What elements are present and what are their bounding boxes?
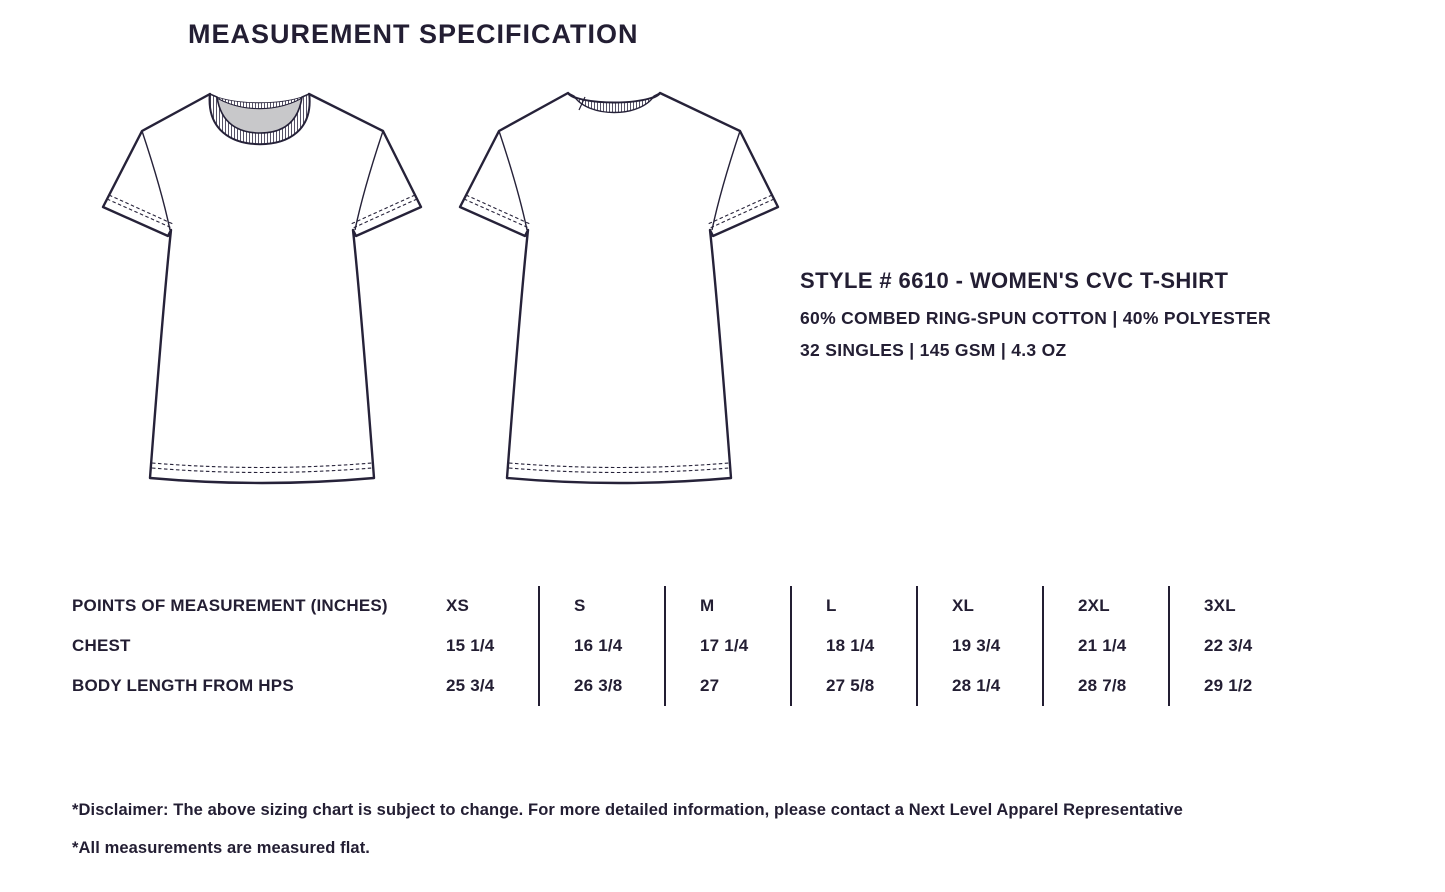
chest-value-m: 17 1/4 (664, 626, 790, 666)
tshirt-back-sketch (458, 91, 780, 485)
size-col-l: L (790, 586, 916, 626)
chest-value-xl: 19 3/4 (916, 626, 1042, 666)
tshirt-front-sketch (101, 92, 423, 485)
chest-value-3xl: 22 3/4 (1168, 626, 1294, 666)
fabric-content-line: 60% COMBED RING-SPUN COTTON | 40% POLYES… (800, 308, 1271, 328)
size-col-s: S (538, 586, 664, 626)
size-chart-header-label: POINTS OF MEASUREMENT (INCHES) (72, 596, 388, 615)
body-length-value-m: 27 (664, 666, 790, 706)
body-length-value-l: 27 5/8 (790, 666, 916, 706)
body-length-value-2xl: 28 7/8 (1042, 666, 1168, 706)
yarn-weight-line: 32 SINGLES | 145 GSM | 4.3 OZ (800, 340, 1067, 360)
size-col-m: M (664, 586, 790, 626)
chest-value-2xl: 21 1/4 (1042, 626, 1168, 666)
chest-value-xs: 15 1/4 (446, 636, 495, 655)
body-length-value-3xl: 29 1/2 (1168, 666, 1294, 706)
size-col-xl: XL (916, 586, 1042, 626)
measured-flat-note: *All measurements are measured flat. (72, 839, 370, 857)
row-label-body-length: BODY LENGTH FROM HPS (72, 676, 294, 695)
chest-value-s: 16 1/4 (538, 626, 664, 666)
body-length-value-s: 26 3/8 (538, 666, 664, 706)
page-title: MEASUREMENT SPECIFICATION (188, 19, 639, 50)
body-length-value-xl: 28 1/4 (916, 666, 1042, 706)
size-col-xs: XS (446, 596, 470, 615)
chest-value-l: 18 1/4 (790, 626, 916, 666)
footnotes: *Disclaimer: The above sizing chart is s… (72, 798, 1372, 874)
disclaimer-note: *Disclaimer: The above sizing chart is s… (72, 801, 1183, 819)
size-col-2xl: 2XL (1042, 586, 1168, 626)
style-title: STYLE # 6610 - WOMEN'S CVC T-SHIRT (800, 268, 1229, 293)
row-label-chest: CHEST (72, 636, 131, 655)
style-info-block: STYLE # 6610 - WOMEN'S CVC T-SHIRT 60% C… (800, 266, 1360, 366)
size-col-3xl: 3XL (1168, 586, 1294, 626)
body-length-value-xs: 25 3/4 (446, 676, 495, 695)
size-chart: POINTS OF MEASUREMENT (INCHES) XS S M L … (72, 586, 1294, 706)
